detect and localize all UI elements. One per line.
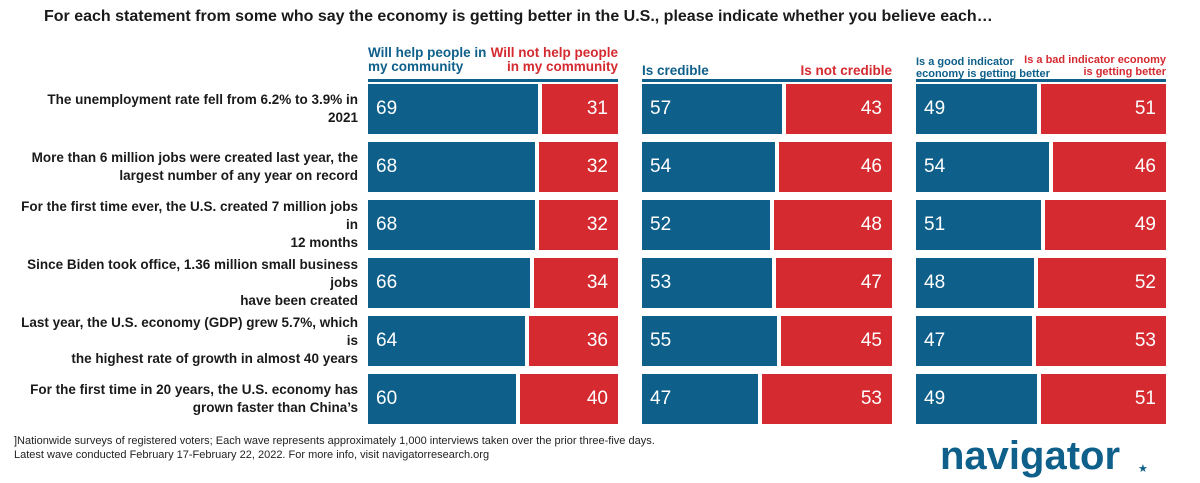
row-label-3: For the first time ever, the U.S. create… [21,199,358,250]
footnote: ]Nationwide surveys of registered voters… [14,434,655,462]
panel-3-row-4-negative-bar: 52 [1038,258,1166,308]
positive-value-label: 55 [650,330,672,351]
panel-1-row-4-negative-bar: 34 [534,258,618,308]
footnote-line-2: Latest wave conducted February 17-Februa… [14,449,490,461]
positive-value-label: 49 [924,388,946,409]
panel-2-positive-header: Is credible [642,63,709,78]
panel-2-row-5-positive-bar: 55 [642,316,777,366]
row-label-2: More than 6 million jobs were created la… [31,150,358,183]
panel-2-row-4-positive-bar: 53 [642,258,772,308]
panel-1-row-3-negative-bar: 32 [539,200,618,250]
footnote-line-1: ]Nationwide surveys of registered voters… [14,435,655,447]
panel-2-negative-header: Is not credible [800,63,892,78]
panel-2-row-1-negative-bar: 43 [786,84,892,134]
panel-3-row-3-positive-bar: 51 [916,200,1041,250]
panel-2-row-2-negative-bar: 46 [779,142,892,192]
panel-1-row-2-positive-bar: 68 [368,142,535,192]
panel-3-positive-header: Is a good indicator economy is getting be… [916,56,1050,80]
panel-1-row-6-negative-bar: 40 [520,374,618,424]
panel-2-row-2-positive-bar: 54 [642,142,775,192]
negative-value-label: 47 [860,272,882,293]
panel-3-row-5-negative-bar: 53 [1036,316,1166,366]
row-label-6: For the first time in 20 years, the U.S.… [30,382,358,415]
panel-1-row-2-negative-bar: 32 [539,142,618,192]
panel-2-row-6-positive-bar: 47 [642,374,758,424]
negative-value-label: 51 [1134,98,1156,119]
panel-2-row-4-negative-bar: 47 [776,258,892,308]
positive-value-label: 69 [376,98,398,119]
positive-value-label: 68 [376,156,398,177]
panel-2-row-3-positive-bar: 52 [642,200,770,250]
negative-value-label: 43 [860,98,882,119]
row-label-1: The unemployment rate fell from 6.2% to … [47,92,358,125]
panel-3-row-3-negative-bar: 49 [1045,200,1166,250]
navigator-logo: navigator [940,434,1121,478]
negative-value-label: 40 [586,388,608,409]
negative-value-label: 52 [1134,272,1156,293]
positive-value-label: 48 [924,272,946,293]
positive-value-label: 47 [650,388,672,409]
logo-star-icon: ★ [1138,463,1148,475]
panel-1-header-rule [368,79,618,82]
panel-2-row-6-negative-bar: 53 [762,374,892,424]
positive-value-label: 66 [376,272,398,293]
positive-value-label: 64 [376,330,398,351]
panel-3-negative-header: Is a bad indicator economy is getting bet… [1024,54,1166,78]
panel-1-row-5-negative-bar: 36 [529,316,618,366]
negative-value-label: 46 [860,156,882,177]
panel-2-header-rule [642,79,892,82]
negative-value-label: 53 [1134,330,1156,351]
positive-value-label: 51 [924,214,946,235]
panel-3-row-1-negative-bar: 51 [1041,84,1166,134]
panel-3-row-1-positive-bar: 49 [916,84,1037,134]
negative-value-label: 48 [860,214,882,235]
positive-value-label: 47 [924,330,946,351]
negative-value-label: 36 [586,330,608,351]
positive-value-label: 68 [376,214,398,235]
panel-3-row-2-positive-bar: 54 [916,142,1049,192]
positive-value-label: 54 [924,156,946,177]
row-label-4: Since Biden took office, 1.36 million sm… [27,257,358,308]
panel-3-row-2-negative-bar: 46 [1053,142,1166,192]
positive-value-label: 54 [650,156,672,177]
panel-2-row-3-negative-bar: 48 [774,200,892,250]
panel-1-row-1-negative-bar: 31 [542,84,618,134]
negative-value-label: 34 [586,272,608,293]
chart-headline: For each statement from some who say the… [44,8,993,25]
row-label-5: Last year, the U.S. economy (GDP) grew 5… [21,315,358,366]
positive-value-label: 57 [650,98,672,119]
panel-1-positive-header: Will help people in my community [368,45,487,74]
panel-3-header-rule [916,79,1166,82]
panel-1-row-3-positive-bar: 68 [368,200,535,250]
panel-3-row-5-positive-bar: 47 [916,316,1032,366]
negative-value-label: 46 [1134,156,1156,177]
positive-value-label: 60 [376,388,398,409]
negative-value-label: 45 [860,330,882,351]
positive-value-label: 52 [650,214,672,235]
positive-value-label: 53 [650,272,672,293]
negative-value-label: 32 [586,214,608,235]
panel-2-row-1-positive-bar: 57 [642,84,782,134]
negative-value-label: 31 [586,98,608,119]
panel-3-row-4-positive-bar: 48 [916,258,1034,308]
panel-1-row-6-positive-bar: 60 [368,374,516,424]
panel-2-row-5-negative-bar: 45 [781,316,892,366]
panel-3-row-6-negative-bar: 51 [1041,374,1166,424]
negative-value-label: 32 [586,156,608,177]
panel-1-negative-header: Will not help people in my community [490,45,618,74]
negative-value-label: 53 [860,388,882,409]
panel-1-row-5-positive-bar: 64 [368,316,525,366]
panel-1-row-1-positive-bar: 69 [368,84,538,134]
positive-value-label: 49 [924,98,946,119]
panel-3-row-6-positive-bar: 49 [916,374,1037,424]
panel-1-row-4-positive-bar: 66 [368,258,530,308]
negative-value-label: 49 [1134,214,1156,235]
negative-value-label: 51 [1134,388,1156,409]
